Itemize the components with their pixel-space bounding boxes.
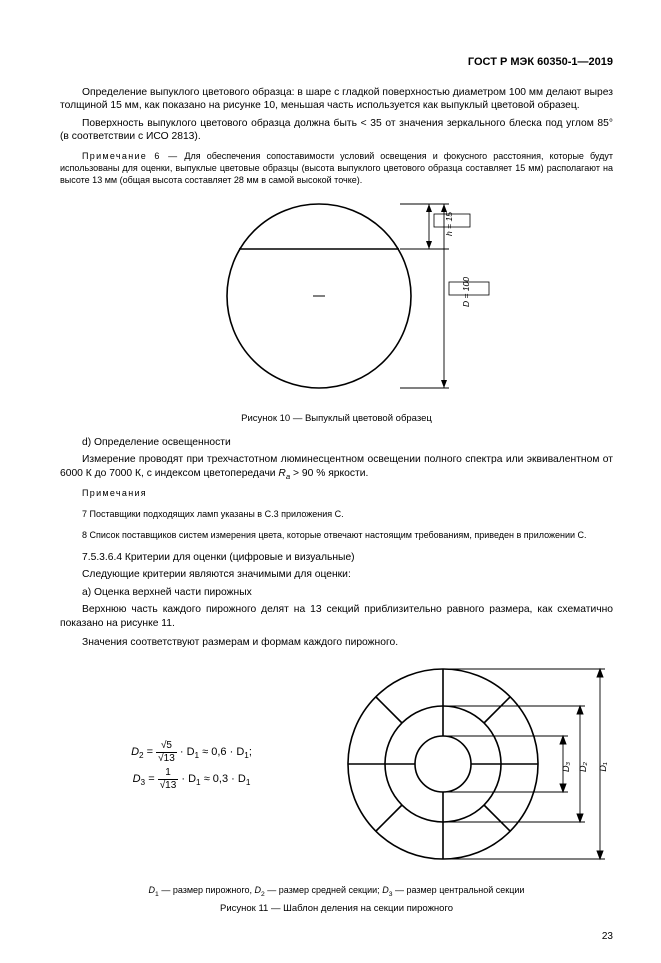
figure-11-caption: Рисунок 11 — Шаблон деления на секции пи… [60,903,613,916]
item-d: d) Определение освещенности [60,436,613,450]
svg-text:D = 100: D = 100 [461,277,471,307]
svg-text:h = 15: h = 15 [444,212,454,236]
doc-id: ГОСТ Р МЭК 60350-1—2019 [60,55,613,70]
formula-d3: D3 = 1√13 · D1 ≈ 0,3 · D1 [60,766,323,793]
para-1: Определение выпуклого цветового образца:… [60,86,613,113]
page-number: 23 [60,930,613,943]
figure-10: h = 15 D = 100 [60,194,613,409]
para-4: Следующие критерии являются значимыми дл… [60,568,613,582]
para-2: Поверхность выпуклого цветового образца … [60,117,613,144]
para-6: Значения соответствуют размерам и формам… [60,636,613,650]
figure-11: D₃ D₂ D₁ [323,654,613,879]
note-7: 7 Поставщики подходящих ламп указаны в С… [60,509,613,521]
note-8: 8 Список поставщиков систем измерения цв… [60,530,613,542]
para-3: Измерение проводят при трехчастотном люм… [60,453,613,482]
note-6: Примечание 6 — Для обеспечения сопостави… [60,151,613,187]
note-6-head: Примечание 6 — [82,151,178,161]
para-5: Верхнюю часть каждого пирожного делят на… [60,603,613,630]
notes-head: Примечания [60,488,613,500]
svg-text:D₃: D₃ [561,762,571,772]
formulas: D2 = √5√13 · D1 ≈ 0,6 · D1; D3 = 1√13 · … [60,739,323,793]
svg-text:D₁: D₁ [598,762,608,771]
formula-and-figure-11: D2 = √5√13 · D1 ≈ 0,6 · D1; D3 = 1√13 · … [60,654,613,879]
item-a: a) Оценка верхней части пирожных [60,586,613,600]
section-75364: 7.5.3.6.4 Критерии для оценки (цифровые … [60,551,613,565]
figure-11-legend: D1 — размер пирожного, D2 — размер средн… [60,885,613,900]
figure-10-caption: Рисунок 10 — Выпуклый цветовой образец [60,413,613,426]
formula-d2: D2 = √5√13 · D1 ≈ 0,6 · D1; [60,739,323,766]
svg-text:D₂: D₂ [578,762,588,772]
